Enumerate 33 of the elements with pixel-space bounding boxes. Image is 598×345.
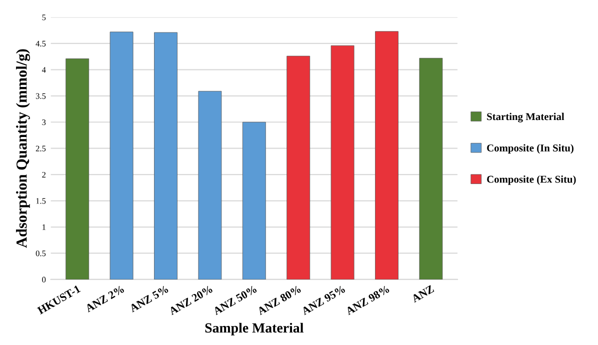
y-tick-label: 4.5 bbox=[36, 40, 46, 46]
y-tick-label: 3 bbox=[42, 120, 46, 126]
y-axis-title: Adsorption Quantity (mmol/g) bbox=[16, 49, 30, 248]
y-tick-label: 2.5 bbox=[36, 146, 46, 152]
bar bbox=[242, 122, 266, 280]
y-tick-label: 1.5 bbox=[36, 198, 46, 204]
bar bbox=[154, 32, 178, 280]
x-tick-label: ANZ 50% bbox=[212, 285, 258, 316]
y-tick-label: 5 bbox=[42, 14, 46, 20]
legend-label: Starting Material bbox=[487, 112, 564, 122]
y-tick-label: 1 bbox=[42, 224, 46, 230]
legend-label: Composite (In Situ) bbox=[487, 144, 574, 154]
bar bbox=[110, 32, 134, 280]
bar bbox=[66, 58, 90, 280]
x-tick-label: ANZ 5% bbox=[128, 285, 169, 313]
x-tick-label: ANZ 98% bbox=[345, 285, 390, 316]
x-tick-label: ANZ 95% bbox=[300, 285, 346, 316]
y-tick-label: 2 bbox=[42, 172, 46, 178]
y-tick-label: 0.5 bbox=[36, 250, 46, 256]
x-tick-label: ANZ 20% bbox=[168, 285, 213, 316]
x-axis-title: Sample Material bbox=[205, 322, 304, 336]
x-tick-label: ANZ 2% bbox=[84, 285, 125, 313]
legend-label: Composite (Ex Situ) bbox=[487, 175, 576, 185]
y-tick-label: 4 bbox=[42, 67, 46, 73]
x-tick-label: ANZ 80% bbox=[256, 285, 302, 316]
bar bbox=[286, 56, 310, 280]
x-tick-label: ANZ bbox=[410, 284, 434, 303]
bar bbox=[198, 90, 222, 280]
bar bbox=[419, 58, 443, 280]
y-tick-label: 3.5 bbox=[36, 93, 46, 99]
bar bbox=[375, 31, 398, 280]
bar bbox=[330, 45, 354, 280]
y-tick-label: 0 bbox=[42, 276, 46, 282]
